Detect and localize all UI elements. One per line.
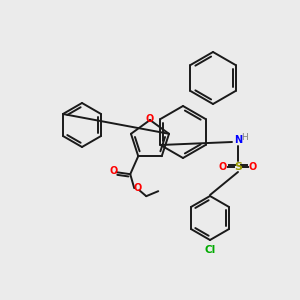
Text: O: O [109,166,117,176]
Text: O: O [249,162,257,172]
Text: O: O [219,162,227,172]
Text: N: N [234,135,242,145]
Text: S: S [234,162,242,172]
Text: H: H [242,134,248,142]
Text: O: O [133,183,141,193]
Text: Cl: Cl [204,245,216,255]
Text: O: O [146,114,154,124]
